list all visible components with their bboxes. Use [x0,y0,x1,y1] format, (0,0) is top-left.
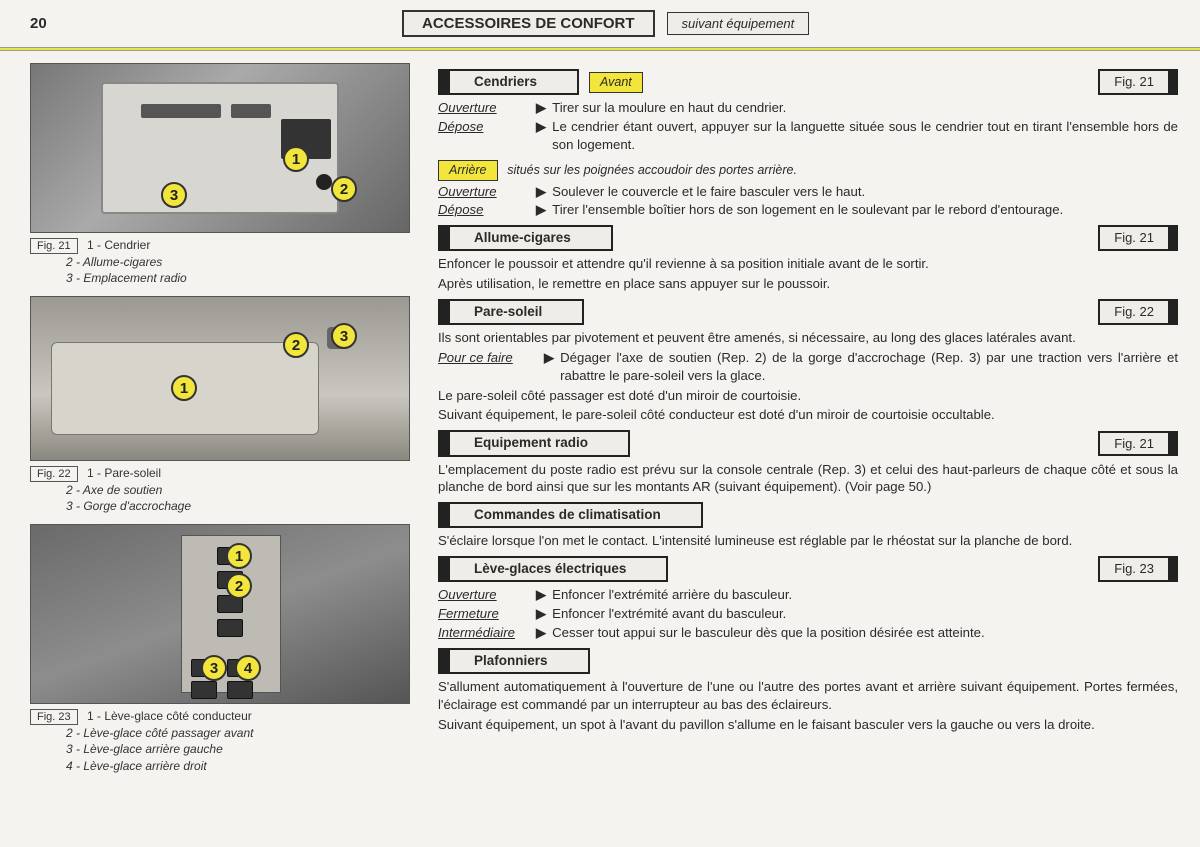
body-text: Ils sont orientables par pivotement et p… [438,329,1178,347]
content: 1 2 3 Fig. 21 1 - Cendrier 2 - Allume-ci… [0,63,1200,784]
fig-ref: Fig. 21 [1098,225,1178,251]
section-title: Lève-glaces électriques [438,556,668,582]
body-text: S'éclaire lorsque l'on met le contact. L… [438,532,1178,550]
figure-22-caption: Fig. 22 1 - Pare-soleil 2 - Axe de souti… [30,465,410,514]
def-row: Pour ce faire▶ Dégager l'axe de soutien … [438,349,1178,385]
section-paresoleil-head: Pare-soleil Fig. 22 [438,299,1178,325]
def-row: Intermédiaire▶ Cesser tout appui sur le … [438,624,1178,642]
def-row: Ouverture▶ Tirer sur la moulure en haut … [438,99,1178,117]
callout-icon: 3 [161,182,187,208]
def-row: Fermeture▶ Enfoncer l'extrémité avant du… [438,605,1178,623]
body-text: Suivant équipement, un spot à l'avant du… [438,716,1178,734]
section-clim-head: Commandes de climatisation [438,502,1178,528]
callout-icon: 3 [331,323,357,349]
section-title: Cendriers [438,69,579,95]
section-title: Equipement radio [438,430,630,456]
header-divider [0,47,1200,51]
page-subtitle: suivant équipement [667,12,810,35]
text-column: Cendriers Avant Fig. 21 Ouverture▶ Tirer… [438,63,1178,784]
body-text: Suivant équipement, le pare-soleil côté … [438,406,1178,424]
section-radio-head: Equipement radio Fig. 21 [438,430,1178,456]
section-allume-head: Allume-cigares Fig. 21 [438,225,1178,251]
figure-21-photo: 1 2 3 [30,63,410,233]
chip-avant: Avant [589,72,643,93]
callout-icon: 2 [331,176,357,202]
def-row: Dépose▶ Tirer l'ensemble boîtier hors de… [438,201,1178,219]
def-row: Ouverture▶ Enfoncer l'extrémité arrière … [438,586,1178,604]
figure-23-photo: 1 2 3 4 [30,524,410,704]
def-row: Ouverture▶ Soulever le couvercle et le f… [438,183,1178,201]
section-leve-head: Lève-glaces électriques Fig. 23 [438,556,1178,582]
fig-ref: Fig. 22 [1098,299,1178,325]
def-row: Dépose▶ Le cendrier étant ouvert, appuye… [438,118,1178,154]
rear-note: Arrière situés sur les poignées accoudoi… [438,160,1178,181]
section-title: Pare-soleil [438,299,584,325]
body-text: S'allument automatiquement à l'ouverture… [438,678,1178,714]
page-number: 20 [30,15,390,32]
fig-ref: Fig. 23 [1098,556,1178,582]
section-title: Allume-cigares [438,225,613,251]
fig-ref: Fig. 21 [1098,69,1178,95]
figure-22-photo: 1 2 3 [30,296,410,461]
section-cendriers-head: Cendriers Avant Fig. 21 [438,69,1178,95]
figure-21-caption: Fig. 21 1 - Cendrier 2 - Allume-cigares … [30,237,410,286]
body-text: Enfoncer le poussoir et attendre qu'il r… [438,255,1178,273]
fig-ref: Fig. 21 [1098,431,1178,457]
section-title: Commandes de climatisation [438,502,703,528]
body-text: L'emplacement du poste radio est prévu s… [438,461,1178,497]
page-header: 20 ACCESSOIRES DE CONFORT suivant équipe… [0,0,1200,43]
figures-column: 1 2 3 Fig. 21 1 - Cendrier 2 - Allume-ci… [30,63,410,784]
body-text: Le pare-soleil côté passager est doté d'… [438,387,1178,405]
section-title: Plafonniers [438,648,590,674]
callout-icon: 1 [283,146,309,172]
section-plaf-head: Plafonniers [438,648,1178,674]
page-title: ACCESSOIRES DE CONFORT [402,10,655,37]
body-text: Après utilisation, le remettre en place … [438,275,1178,293]
figure-23-caption: Fig. 23 1 - Lève-glace côté conducteur 2… [30,708,410,773]
